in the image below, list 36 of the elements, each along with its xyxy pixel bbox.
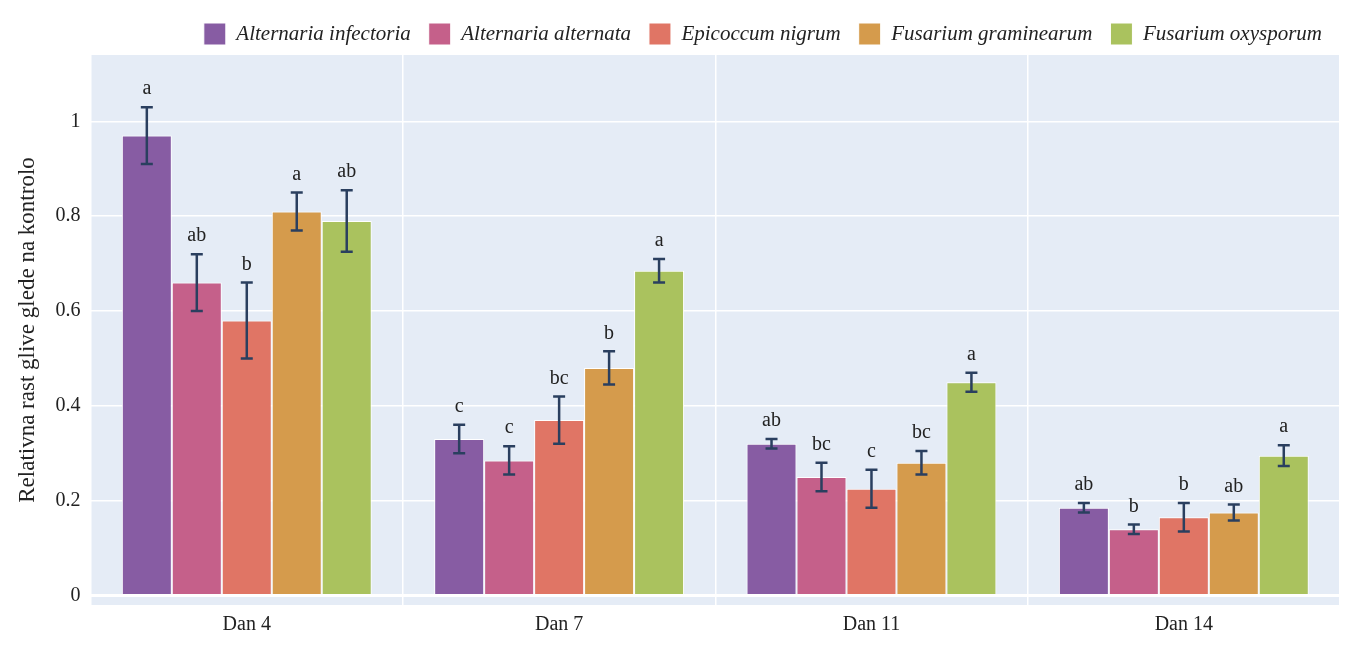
- data-label: c: [867, 439, 877, 462]
- y-tick-label: 0.8: [55, 203, 81, 226]
- data-label: a: [292, 161, 302, 184]
- data-label: b: [604, 320, 615, 343]
- legend-label: Alternaria infectoria: [234, 20, 411, 45]
- data-label: a: [966, 341, 976, 364]
- y-axis-title: Relativna rast glive glede na kontrolo: [13, 157, 39, 503]
- data-label: ab: [337, 159, 357, 182]
- y-tick-label: 0.4: [55, 393, 81, 416]
- y-tick-label: 1: [70, 108, 81, 131]
- data-label: ab: [762, 408, 781, 431]
- legend-label: Fusarium graminearum: [890, 20, 1093, 45]
- legend-label: Fusarium oxysporum: [1141, 20, 1322, 45]
- data-label: ab: [187, 223, 207, 246]
- data-label: b: [241, 251, 252, 274]
- legend-label: Alternaria alternata: [459, 20, 631, 45]
- y-tick-label: 0.2: [55, 487, 81, 510]
- legend-label: Epicoccum nigrum: [680, 20, 841, 45]
- data-label: bc: [912, 420, 932, 443]
- data-label: ab: [1224, 473, 1244, 496]
- data-label: ab: [1074, 472, 1094, 495]
- data-label: b: [1178, 472, 1189, 495]
- x-tick-label: Dan 7: [534, 612, 584, 635]
- data-label: c: [504, 415, 514, 438]
- data-label: bc: [549, 365, 569, 388]
- data-label: c: [454, 394, 464, 417]
- data-label: a: [654, 228, 664, 251]
- y-tick-label: 0.6: [55, 298, 81, 321]
- y-tick-label: 0: [70, 582, 81, 605]
- data-label: bc: [812, 432, 832, 455]
- data-label: b: [1128, 493, 1139, 516]
- x-tick-label: Dan 4: [222, 612, 271, 635]
- x-tick-label: Dan 11: [842, 612, 901, 635]
- data-label: a: [1279, 414, 1289, 437]
- data-label: a: [142, 76, 152, 99]
- x-tick-label: Dan 14: [1154, 612, 1213, 635]
